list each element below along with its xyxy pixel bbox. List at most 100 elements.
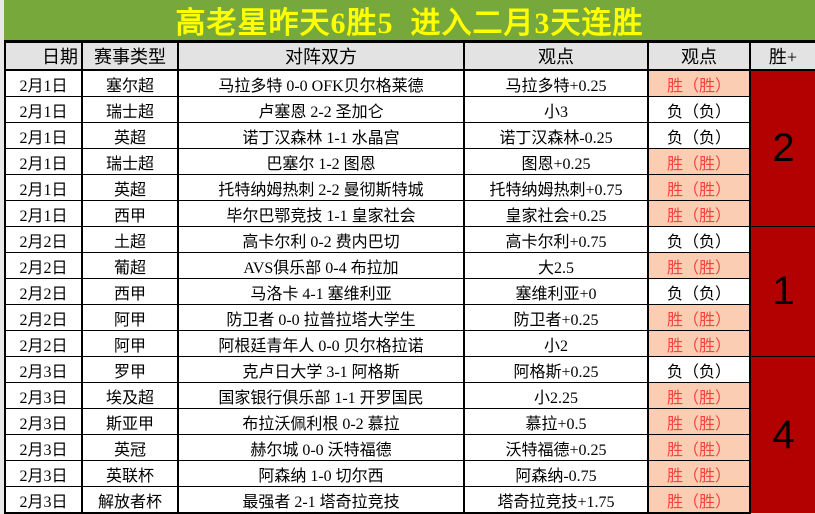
table-row: 2月3日 罗甲 克卢日大学 3-1 阿格斯 阿格斯+0.25 负（负） 4: [4, 356, 815, 513]
page-title: 高老星昨天6胜5 进入二月3天连胜: [175, 7, 644, 40]
date-cell: 2月2日: [4, 304, 83, 331]
date-cell: 2月2日: [4, 252, 83, 279]
result-cell: 胜（胜）: [647, 148, 751, 175]
win-plus-cell: 2: [749, 69, 815, 227]
table-row: 2月3日 斯亚甲 布拉沃佩利根 0-2 慕拉 慕拉+0.5 胜（胜）: [4, 408, 815, 435]
spreadsheet: 高老星昨天6胜5 进入二月3天连胜 日期 赛事类型 对阵双方 观点 观点 胜+ …: [4, 0, 815, 514]
league-cell: 解放者杯: [81, 486, 179, 514]
league-cell: 阿甲: [81, 304, 179, 331]
column-header-win-plus: 胜+: [749, 40, 815, 71]
view-cell: 小2: [463, 330, 649, 357]
match-cell: 最强者 2-1 塔奇拉竞技: [177, 486, 465, 514]
league-cell: 瑞士超: [81, 96, 179, 123]
league-cell: 斯亚甲: [81, 408, 179, 435]
table-row: 2月3日 英冠 赫尔城 0-0 沃特福德 沃特福德+0.25 胜（胜）: [4, 434, 815, 461]
date-cell: 2月2日: [4, 278, 83, 305]
match-cell: 卢塞恩 2-2 圣加仑: [177, 96, 465, 123]
league-cell: 埃及超: [81, 382, 179, 409]
column-header-view: 观点: [463, 40, 649, 71]
match-cell: 诺丁汉森林 1-1 水晶宫: [177, 122, 465, 149]
view-cell: 防卫者+0.25: [463, 304, 649, 331]
table-row: 2月1日 塞尔超 马拉多特 0-0 OFK贝尔格莱德 马拉多特+0.25 胜（胜） 2: [4, 69, 815, 227]
table-row: 2月2日 葡超 AVS俱乐部 0-4 布拉加 大2.5 胜（胜）: [4, 252, 815, 279]
view-cell: 高卡尔利+0.75: [463, 226, 649, 253]
table-row: 2月2日 阿甲 阿根廷青年人 0-0 贝尔格拉诺 小2 胜（胜）: [4, 330, 815, 357]
view-cell: 大2.5: [463, 252, 649, 279]
date-cell: 2月3日: [4, 382, 83, 409]
column-header-date: 日期: [4, 40, 83, 71]
match-cell: 高卡尔利 0-2 费内巴切: [177, 226, 465, 253]
table-row: 2月1日 瑞士超 卢塞恩 2-2 圣加仑 小3 负（负）: [4, 96, 815, 123]
match-cell: 布拉沃佩利根 0-2 慕拉: [177, 408, 465, 435]
league-cell: 罗甲: [81, 356, 179, 383]
league-cell: 英超: [81, 122, 179, 149]
table-row: 2月1日 瑞士超 巴塞尔 1-2 图恩 图恩+0.25 胜（胜）: [4, 148, 815, 175]
result-cell: 胜（胜）: [647, 200, 751, 227]
date-cell: 2月1日: [4, 122, 83, 149]
table-row: 2月3日 解放者杯 最强者 2-1 塔奇拉竞技 塔奇拉竞技+1.75 胜（胜）: [4, 486, 815, 514]
match-cell: 托特纳姆热刺 2-2 曼彻斯特城: [177, 174, 465, 201]
result-cell: 胜（胜）: [647, 460, 751, 487]
league-cell: 英冠: [81, 434, 179, 461]
league-cell: 瑞士超: [81, 148, 179, 175]
date-cell: 2月3日: [4, 434, 83, 461]
table-row: 2月3日 埃及超 国家银行俱乐部 1-1 开罗国民 小2.25 胜（胜）: [4, 382, 815, 409]
league-cell: 英超: [81, 174, 179, 201]
result-cell: 负（负）: [647, 226, 751, 253]
match-cell: 马洛卡 4-1 塞维利亚: [177, 278, 465, 305]
match-cell: 毕尔巴鄂竞技 1-1 皇家社会: [177, 200, 465, 227]
result-cell: 胜（胜）: [647, 330, 751, 357]
result-cell: 胜（胜）: [647, 174, 751, 201]
date-cell: 2月1日: [4, 96, 83, 123]
league-cell: 西甲: [81, 200, 179, 227]
date-cell: 2月2日: [4, 330, 83, 357]
table-row: 2月1日 英超 诺丁汉森林 1-1 水晶宫 诺丁汉森林-0.25 负（负）: [4, 122, 815, 149]
header-row: 日期 赛事类型 对阵双方 观点 观点 胜+: [4, 40, 815, 71]
view-cell: 小3: [463, 96, 649, 123]
result-cell: 负（负）: [647, 96, 751, 123]
column-header-match: 对阵双方: [177, 40, 465, 71]
column-header-league: 赛事类型: [81, 40, 179, 71]
title-banner: 高老星昨天6胜5 进入二月3天连胜: [4, 0, 815, 40]
table-row: 2月1日 西甲 毕尔巴鄂竞技 1-1 皇家社会 皇家社会+0.25 胜（胜）: [4, 200, 815, 227]
result-cell: 胜（胜）: [647, 69, 751, 97]
league-cell: 阿甲: [81, 330, 179, 357]
view-cell: 马拉多特+0.25: [463, 69, 649, 97]
view-cell: 阿格斯+0.25: [463, 356, 649, 383]
result-cell: 负（负）: [647, 122, 751, 149]
table-row: 2月2日 土超 高卡尔利 0-2 费内巴切 高卡尔利+0.75 负（负） 1: [4, 226, 815, 357]
match-cell: 阿根廷青年人 0-0 贝尔格拉诺: [177, 330, 465, 357]
win-plus-cell: 4: [749, 356, 815, 513]
league-cell: 西甲: [81, 278, 179, 305]
view-cell: 小2.25: [463, 382, 649, 409]
view-cell: 慕拉+0.5: [463, 408, 649, 435]
match-cell: 克卢日大学 3-1 阿格斯: [177, 356, 465, 383]
result-cell: 胜（胜）: [647, 252, 751, 279]
match-cell: AVS俱乐部 0-4 布拉加: [177, 252, 465, 279]
result-cell: 负（负）: [647, 356, 751, 383]
view-cell: 塞维利亚+0: [463, 278, 649, 305]
result-cell: 胜（胜）: [647, 486, 751, 514]
table-row: 2月3日 英联杯 阿森纳 1-0 切尔西 阿森纳-0.75 胜（胜）: [4, 460, 815, 487]
date-cell: 2月2日: [4, 226, 83, 253]
view-cell: 图恩+0.25: [463, 148, 649, 175]
view-cell: 托特纳姆热刺+0.75: [463, 174, 649, 201]
view-cell: 阿森纳-0.75: [463, 460, 649, 487]
date-cell: 2月1日: [4, 174, 83, 201]
table-row: 2月2日 西甲 马洛卡 4-1 塞维利亚 塞维利亚+0 负（负）: [4, 278, 815, 305]
match-cell: 巴塞尔 1-2 图恩: [177, 148, 465, 175]
result-cell: 胜（胜）: [647, 382, 751, 409]
league-cell: 英联杯: [81, 460, 179, 487]
result-cell: 负（负）: [647, 278, 751, 305]
date-cell: 2月3日: [4, 408, 83, 435]
match-cell: 赫尔城 0-0 沃特福德: [177, 434, 465, 461]
table-row: 2月2日 阿甲 防卫者 0-0 拉普拉塔大学生 防卫者+0.25 胜（胜）: [4, 304, 815, 331]
column-header-result: 观点: [647, 40, 751, 71]
date-cell: 2月3日: [4, 460, 83, 487]
match-cell: 国家银行俱乐部 1-1 开罗国民: [177, 382, 465, 409]
view-cell: 诺丁汉森林-0.25: [463, 122, 649, 149]
predictions-table: 日期 赛事类型 对阵双方 观点 观点 胜+ 2月1日 塞尔超 马拉多特 0-0 OF…: [4, 40, 815, 514]
result-cell: 胜（胜）: [647, 434, 751, 461]
result-cell: 胜（胜）: [647, 408, 751, 435]
league-cell: 土超: [81, 226, 179, 253]
